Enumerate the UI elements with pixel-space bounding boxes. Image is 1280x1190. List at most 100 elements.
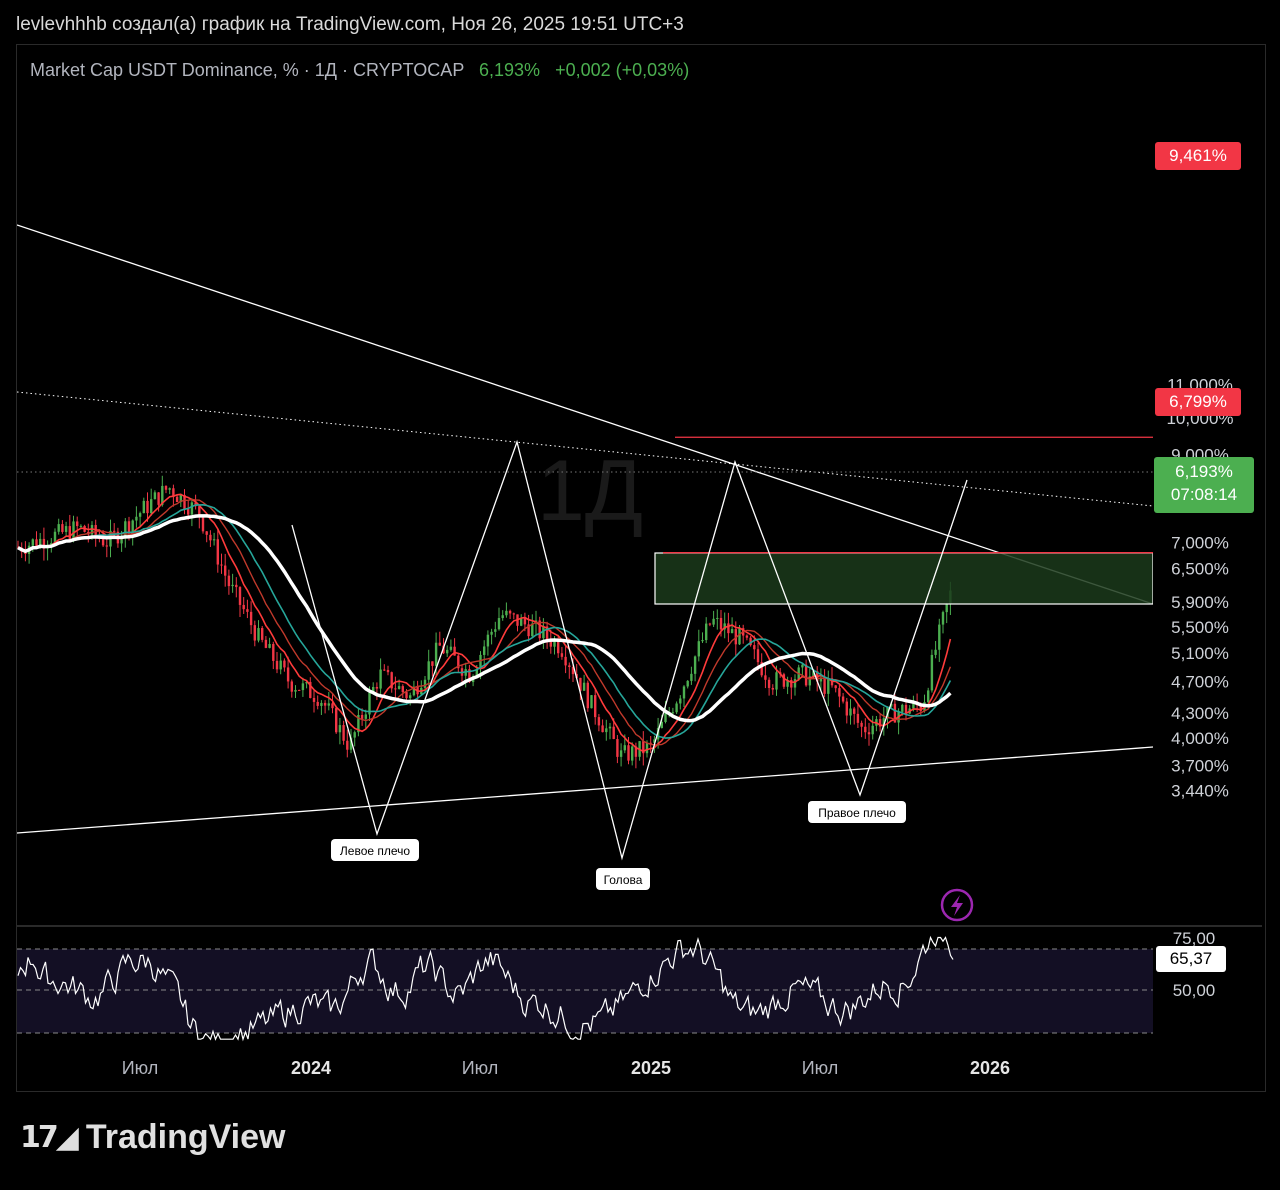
candle-body [501,615,504,619]
candle-body [446,649,449,654]
candle-body [605,728,608,733]
candle-body [342,725,345,741]
candle-body [323,702,327,706]
candle-body [349,737,353,750]
candle-body [61,524,64,532]
candle-body [253,625,256,641]
candle-body [860,722,863,727]
candle-body [934,649,937,655]
candle-body [804,664,808,686]
candle-body [131,520,134,534]
tradingview-logo[interactable]: 𝟭𝟳◢ TradingView [20,1118,285,1157]
time-axis[interactable]: Июл 2024 Июл 2025 Июл 2026 [122,1058,1010,1078]
candle-body [150,499,153,514]
label-right-shoulder: Правое плечо [808,801,906,823]
candle-body [205,531,208,535]
ma-teal-line [17,503,952,739]
candle-body [187,509,190,515]
candle-body [693,656,697,674]
symbol-price: 6,193% [479,60,541,80]
candle-body [634,746,638,757]
candle-body [90,525,94,535]
candle-body [198,506,201,518]
candle-body [386,669,390,673]
candle-body [627,745,630,761]
last-price-value: 6,193% [1175,462,1233,481]
candle-body [127,521,131,534]
tradingview-logo-icon: 𝟭𝟳◢ [20,1121,79,1154]
candle-body [31,539,34,546]
candle-body [594,695,597,718]
rsi-band [17,949,1153,1033]
candle-body [76,521,79,527]
head-shoulders-pattern [291,439,968,861]
candle-body [560,653,564,657]
candle-body [64,526,68,532]
label-right-shoulder-text: Правое плечо [818,806,896,820]
candle-body [57,524,60,532]
price-tick-label: 5,100% [1171,644,1229,663]
candle-body [642,741,645,754]
time-tick-label: 2026 [970,1058,1010,1078]
candle-body [161,485,164,505]
symbol-change: +0,002 (+0,03%) [555,60,690,80]
candle-body [479,654,482,669]
candle-body [579,677,582,691]
candle-body [135,516,138,521]
price-tick-label: 3,700% [1171,756,1229,775]
candle-body [930,654,934,691]
candle-body [753,645,756,650]
candle-body [268,644,271,648]
candle-body [216,539,219,565]
candle-body [423,679,427,688]
candle-body [238,587,242,605]
candle-body [864,726,867,733]
candle-body [401,686,404,693]
candle-body [120,535,123,544]
candle-body [690,673,693,681]
candle-body [383,669,386,671]
candle-body [927,690,930,703]
candle-body [841,696,845,702]
symbol-legend[interactable]: Market Cap USDT Dominance, % · 1Д · CRYP… [30,60,689,81]
candle-body [612,726,615,740]
candle-body [335,708,338,733]
candle-body [272,644,275,661]
candle-body [301,683,305,691]
candle-body [235,584,238,588]
candle-body [257,628,260,641]
price-tick-label: 7,000% [1171,534,1229,553]
candle-body [320,702,323,706]
candle-body [53,531,57,544]
candle-body [686,680,689,687]
candle-body [545,626,549,640]
candle-body [697,641,700,657]
rsi-panel[interactable] [17,935,1153,1042]
time-tick-label: Июл [462,1058,499,1078]
candle-body [246,609,249,612]
candle-body [457,655,460,669]
candle-body [124,521,127,536]
candle-body [616,739,619,757]
candle-body [590,695,593,709]
candle-body [372,686,375,693]
candle-body [183,494,186,510]
candle-body [542,626,545,639]
time-tick-label: 2024 [291,1058,331,1078]
plot-area[interactable] [17,224,1153,861]
candle-body [660,721,663,728]
candle-body [153,492,157,500]
candle-body [72,521,75,540]
candle-body [631,746,634,761]
candle-body [227,575,231,587]
candle-body [749,637,752,646]
interval-watermark: 1Д [537,443,643,539]
candle-body [468,669,471,683]
candle-body [394,688,397,690]
candle-body [619,750,623,757]
lightning-icon[interactable] [940,888,974,922]
candle-body [756,649,760,663]
candle-body [871,725,874,735]
candle-body [919,705,922,711]
